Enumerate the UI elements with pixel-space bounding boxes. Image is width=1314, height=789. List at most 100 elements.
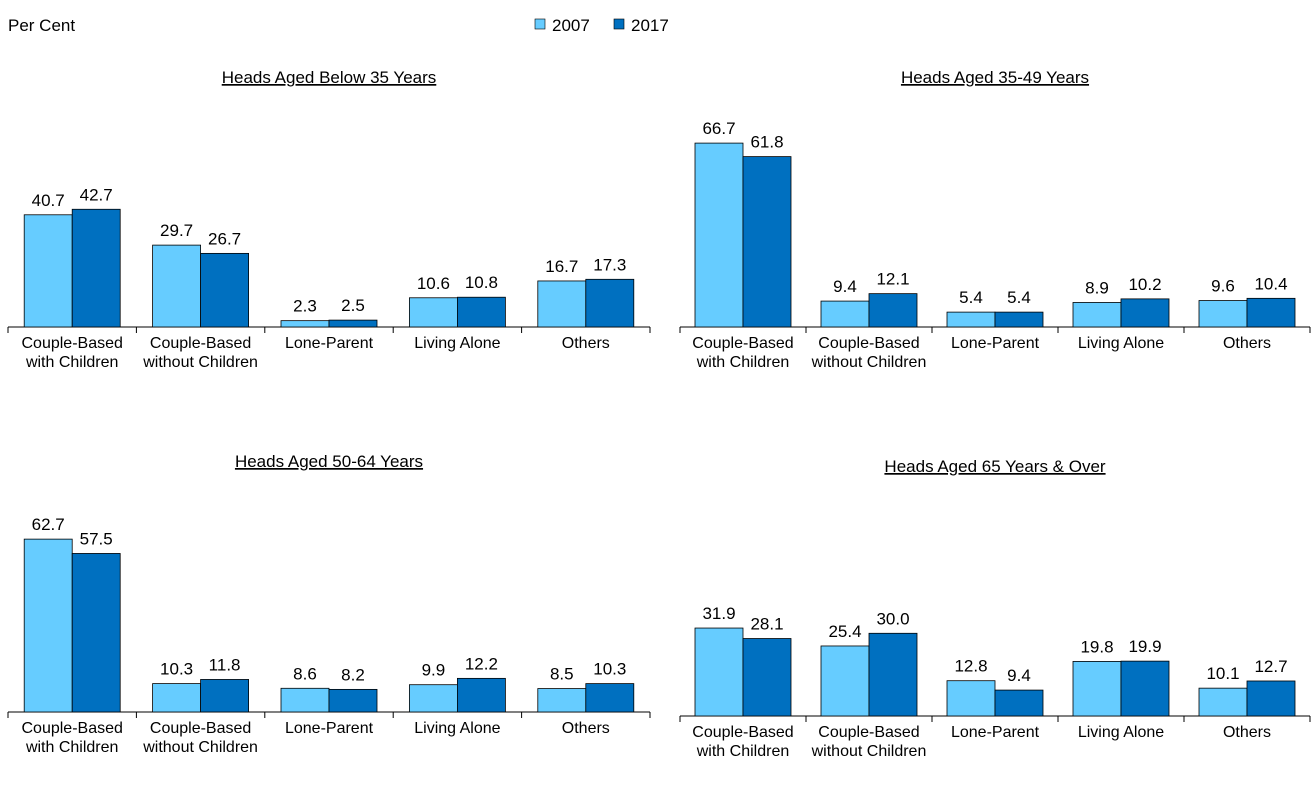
bar — [456, 296, 506, 328]
bar — [868, 632, 918, 717]
bar — [742, 638, 792, 717]
value-label: 10.3 — [593, 660, 626, 679]
bar — [152, 683, 202, 713]
bar — [868, 293, 918, 328]
x-tick-label: Others — [561, 720, 610, 737]
value-label: 10.1 — [1206, 664, 1239, 683]
x-tick-label: Lone-Parent — [950, 335, 1040, 352]
x-tick-label: Lone-Parent — [950, 724, 1040, 741]
bar — [200, 679, 250, 713]
bar — [694, 142, 744, 328]
bar — [946, 311, 996, 328]
chart-title: Heads Aged 65 Years & Over — [884, 457, 1105, 476]
bar — [585, 683, 635, 713]
x-tick-label: Couple-Based with Children — [692, 724, 794, 760]
value-label: 9.4 — [1007, 666, 1031, 685]
bar — [820, 300, 870, 328]
x-tick-label: Living Alone — [1077, 335, 1165, 352]
value-label: 9.6 — [1211, 277, 1235, 296]
bar — [1198, 687, 1248, 717]
value-label: 8.6 — [293, 664, 317, 683]
x-tick-label: Living Alone — [414, 335, 501, 352]
bar — [328, 688, 378, 713]
x-tick-label: Others — [561, 335, 610, 352]
value-label: 40.7 — [32, 191, 65, 210]
bar — [71, 553, 121, 713]
x-tick-label: Couple-Based with Children — [692, 335, 794, 371]
value-label: 17.3 — [593, 255, 626, 274]
value-label: 28.1 — [750, 615, 783, 634]
x-tick-label: Couple-Based with Children — [21, 720, 123, 756]
bar — [537, 688, 587, 713]
value-label: 5.4 — [1007, 288, 1031, 307]
x-tick-label: Others — [1222, 335, 1271, 352]
bar — [408, 684, 458, 713]
value-label: 5.4 — [959, 288, 983, 307]
bar — [328, 319, 378, 328]
bar — [694, 627, 744, 717]
value-label: 57.5 — [80, 529, 113, 548]
bar — [1072, 661, 1122, 717]
legend-swatch — [613, 18, 625, 30]
bar — [1246, 680, 1296, 717]
bar — [1198, 300, 1248, 328]
bar — [994, 689, 1044, 717]
bar — [1120, 660, 1170, 717]
value-label: 62.7 — [32, 515, 65, 534]
bar — [152, 244, 202, 328]
bar — [23, 538, 73, 713]
value-label: 66.7 — [702, 119, 735, 138]
x-tick-label: Couple-Based without Children — [811, 335, 927, 371]
bar — [23, 214, 73, 328]
bar — [1246, 297, 1296, 328]
value-label: 8.5 — [550, 665, 574, 684]
value-label: 16.7 — [545, 257, 578, 276]
x-tick-label: Others — [1222, 724, 1271, 741]
bar — [946, 680, 996, 717]
bar — [820, 645, 870, 717]
value-label: 26.7 — [208, 229, 241, 248]
value-label: 19.8 — [1080, 637, 1113, 656]
bar — [742, 156, 792, 328]
bar — [408, 297, 458, 328]
bar — [280, 687, 330, 713]
bar — [280, 320, 330, 328]
legend-label: 2017 — [631, 16, 669, 35]
value-label: 19.9 — [1128, 637, 1161, 656]
x-tick-label: Lone-Parent — [284, 335, 374, 352]
bar — [200, 252, 250, 328]
bar — [1120, 298, 1170, 328]
value-label: 2.3 — [293, 297, 317, 316]
bar — [71, 208, 121, 328]
value-label: 42.7 — [80, 185, 113, 204]
value-label: 8.2 — [341, 665, 365, 684]
value-label: 10.8 — [465, 273, 498, 292]
x-tick-label: Couple-Based without Children — [143, 335, 258, 371]
value-label: 10.4 — [1254, 274, 1287, 293]
bar — [537, 280, 587, 328]
x-tick-label: Living Alone — [414, 720, 501, 737]
x-tick-label: Couple-Based without Children — [143, 720, 258, 756]
bar — [456, 677, 506, 713]
value-label: 8.9 — [1085, 278, 1109, 297]
legend-swatch — [534, 18, 546, 30]
value-label: 12.7 — [1254, 657, 1287, 676]
x-tick-label: Couple-Based with Children — [21, 335, 123, 371]
y-label: Per Cent — [8, 16, 75, 35]
value-label: 12.8 — [954, 657, 987, 676]
value-label: 12.1 — [876, 270, 909, 289]
bar — [585, 278, 635, 328]
value-label: 10.3 — [160, 660, 193, 679]
value-label: 29.7 — [160, 221, 193, 240]
chart-title: Heads Aged Below 35 Years — [222, 68, 437, 87]
x-tick-label: Couple-Based without Children — [811, 724, 927, 760]
value-label: 31.9 — [702, 604, 735, 623]
value-label: 12.2 — [465, 654, 498, 673]
value-label: 10.2 — [1128, 275, 1161, 294]
value-label: 11.8 — [209, 655, 241, 674]
value-label: 9.9 — [422, 661, 446, 680]
legend-label: 2007 — [552, 16, 590, 35]
value-label: 25.4 — [828, 622, 861, 641]
